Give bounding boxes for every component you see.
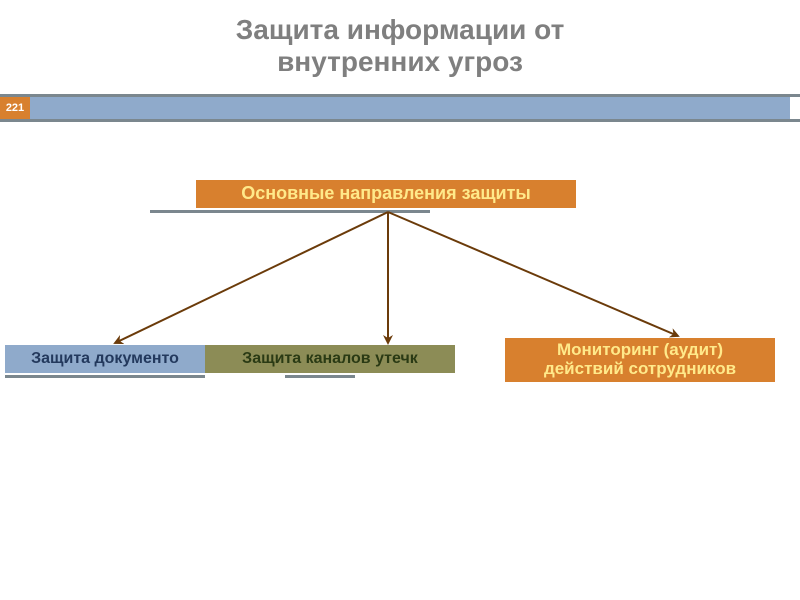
arrow-0: [115, 212, 388, 343]
child-node-label-1: Защита каналов утечк: [242, 350, 418, 368]
child-node-label-0: Защита документо: [31, 350, 179, 368]
child-node-1: Защита каналов утечк: [205, 345, 455, 373]
child-underline-1: [285, 375, 355, 378]
root-node: Основные направления защиты: [196, 180, 576, 208]
page-title: Защита информации от внутренних угроз: [0, 0, 800, 88]
child-node-label-2: Мониторинг (аудит) действий сотрудников: [544, 341, 736, 378]
child-node-0: Защита документо: [5, 345, 205, 373]
bar-fill: [30, 97, 790, 119]
arrow-2: [388, 212, 678, 336]
page-number-badge: 221: [0, 97, 30, 119]
root-underline: [150, 210, 430, 213]
child-underline-0: [5, 375, 205, 378]
header-bar: 221: [0, 94, 800, 122]
bar-bottom-line: [0, 119, 800, 122]
child-node-2: Мониторинг (аудит) действий сотрудников: [505, 338, 775, 382]
root-node-label: Основные направления защиты: [241, 184, 531, 204]
arrows-layer: [0, 0, 800, 600]
